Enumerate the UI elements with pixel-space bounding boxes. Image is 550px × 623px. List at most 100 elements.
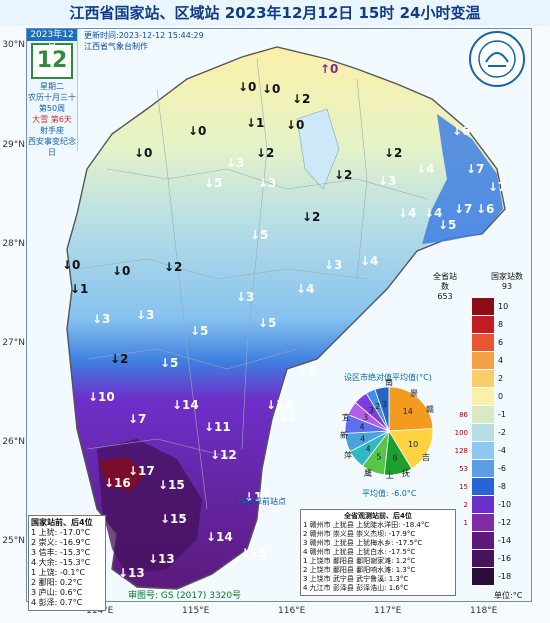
legend-value-label: -16 bbox=[498, 554, 512, 563]
station-value: ↓0 bbox=[286, 118, 305, 132]
ranking-row: 1 上饶市 鄱阳县 鄱阳谢家滩: 1.2°C bbox=[303, 557, 416, 565]
legend-count-label bbox=[444, 370, 468, 388]
station-value: ↓6 bbox=[298, 364, 317, 378]
legend-count-label bbox=[444, 388, 468, 406]
ranking-row: 4 九江市 彭泽县 彭泽浩山: 1.6°C bbox=[303, 584, 409, 592]
lat-label-28: 28°N bbox=[2, 239, 25, 249]
station-value: ↓5 bbox=[190, 324, 209, 338]
lon-label-118: 118°E bbox=[470, 606, 498, 616]
station-value: ↓10 bbox=[88, 390, 115, 404]
station-value: ↓12 bbox=[210, 448, 237, 462]
pie-region-label: 赣 bbox=[426, 405, 434, 414]
lat-label-29: 29°N bbox=[2, 140, 25, 150]
legend-swatch bbox=[472, 460, 494, 478]
pie-region-label: 宜 bbox=[342, 413, 350, 422]
legend-value-label: 4 bbox=[498, 356, 504, 365]
ranking-title: 排名靠前站点 bbox=[238, 497, 286, 506]
station-value: ↓3 bbox=[136, 308, 155, 322]
pie-region-label: 抚 bbox=[402, 469, 410, 478]
station-value: ↓5 bbox=[438, 218, 457, 232]
lon-label-115: 115°E bbox=[182, 606, 210, 616]
station-value: ↓0 bbox=[238, 80, 257, 94]
legend-count-label: 15 bbox=[459, 483, 468, 491]
station-value: ↓7 bbox=[466, 162, 485, 176]
lat-label-27: 27°N bbox=[2, 338, 25, 348]
legend-swatch bbox=[472, 478, 494, 496]
national-ranking-box: 国家站前、后4位 1 上犹: -17.0°C 2 崇义: -16.9°C 3 信丰:… bbox=[28, 515, 106, 611]
station-value: ↓1 bbox=[70, 282, 89, 296]
ranking-row: 3 赣州市 上犹县 上犹梅水乡: -17.5°C bbox=[303, 539, 423, 547]
calendar-day: 12 bbox=[31, 43, 73, 79]
station-value: ↓2 bbox=[110, 352, 129, 366]
legend-header-left-text: 全省站数 bbox=[433, 272, 457, 291]
lon-label-116: 116°E bbox=[278, 606, 306, 616]
ranking-row: 1 上饶: -0.1°C bbox=[31, 568, 86, 577]
pie-title: 设区市绝对值平均值(°C) bbox=[344, 373, 432, 382]
lon-label-117: 117°E bbox=[374, 606, 402, 616]
legend-value-label: 10 bbox=[498, 302, 509, 311]
pie-region-label: 景 bbox=[410, 389, 418, 398]
legend-header-right-text: 国家站数 bbox=[491, 272, 523, 281]
station-value: ↓14 bbox=[244, 490, 271, 504]
pie-value-label: 4 bbox=[366, 445, 371, 454]
station-value: ↓2 bbox=[384, 146, 403, 160]
station-value: ↓0 bbox=[188, 124, 207, 138]
ranking-row: 2 赣州市 崇义县 崇义杰坝: -17.9°C bbox=[303, 530, 416, 538]
update-producer: 江西省气象台制作 bbox=[84, 42, 148, 51]
station-value: ↓3 bbox=[324, 258, 343, 272]
temperature-map bbox=[66, 46, 506, 590]
station-value: ↓14 bbox=[172, 398, 199, 412]
lat-label-30: 30°N bbox=[2, 40, 25, 50]
south-red-spot bbox=[99, 457, 145, 491]
legend-header-right: 国家站数 93 bbox=[490, 272, 524, 292]
legend-unit: 单位:°C bbox=[494, 591, 523, 600]
station-value: ↓13 bbox=[148, 552, 175, 566]
update-info: 更新时间:2023-12-12 15:44:29 江西省气象台制作 bbox=[84, 30, 204, 52]
pie-value-label: 3 bbox=[382, 400, 387, 409]
northeast-cold-area bbox=[422, 114, 503, 244]
pie-slice bbox=[388, 386, 434, 432]
station-value: ↓4 bbox=[424, 206, 443, 220]
national-ranking-heading: 国家站前、后4位 bbox=[31, 518, 93, 527]
station-value: ↓2 bbox=[256, 146, 275, 160]
legend-count-label bbox=[444, 316, 468, 334]
legend-swatch bbox=[472, 532, 494, 550]
station-value: ↓13 bbox=[240, 546, 267, 560]
pie-value-label: 10 bbox=[408, 440, 418, 449]
update-time: 更新时间:2023-12-12 15:44:29 bbox=[84, 31, 204, 40]
station-value: ↓4 bbox=[296, 282, 315, 296]
legend-swatch bbox=[472, 424, 494, 442]
station-value: ↓2 bbox=[292, 92, 311, 106]
station-value: ↓4 bbox=[416, 162, 435, 176]
pie-slice bbox=[388, 428, 434, 470]
station-value: ↓3 bbox=[378, 174, 397, 188]
station-value: ↓5 bbox=[160, 356, 179, 370]
station-value: ↓3 bbox=[258, 176, 277, 190]
map-frame bbox=[26, 28, 532, 602]
pie-value-label: 3 bbox=[363, 413, 368, 422]
station-value: ↓1 bbox=[278, 410, 297, 424]
station-value: ↓4 bbox=[398, 206, 417, 220]
ranking-row: 3 庐山: 0.6°C bbox=[31, 588, 83, 597]
province-area bbox=[66, 46, 506, 590]
station-value: ↓15 bbox=[158, 478, 185, 492]
cma-logo-icon bbox=[469, 31, 525, 87]
ranking-row: 3 上饶市 武宁县 武宁鲁溪: 1.3°C bbox=[303, 575, 409, 583]
legend-swatch bbox=[472, 334, 494, 352]
legend-count-label: 128 bbox=[454, 447, 468, 455]
legend-value-label: -18 bbox=[498, 572, 512, 581]
legend-value-label: -1 bbox=[498, 410, 506, 419]
ranking-row: 4 赣州市 上犹县 上犹白水: -17.5°C bbox=[303, 548, 416, 556]
station-value: ↓3 bbox=[92, 312, 111, 326]
legend-header-right-val: 93 bbox=[501, 282, 513, 291]
legend-values: 10 8 6 4 2 0 -1 -2 -4 -6 -8 -10 -12 -14 -16 -18 bbox=[498, 298, 511, 586]
legend-counts: 86 100 128 53 15 2 1 bbox=[444, 298, 468, 586]
lat-label-26: 26°N bbox=[2, 437, 25, 447]
station-value: ↓17 bbox=[128, 464, 155, 478]
ranking-row: 2 上饶市 鄱阳县 鄱阳响水滩: 1.3°C bbox=[303, 566, 416, 574]
legend-swatch bbox=[472, 316, 494, 334]
legend-swatch bbox=[472, 442, 494, 460]
pie-average: 平均值: -6.0°C bbox=[362, 489, 417, 498]
legend-count-label: 2 bbox=[463, 501, 468, 509]
